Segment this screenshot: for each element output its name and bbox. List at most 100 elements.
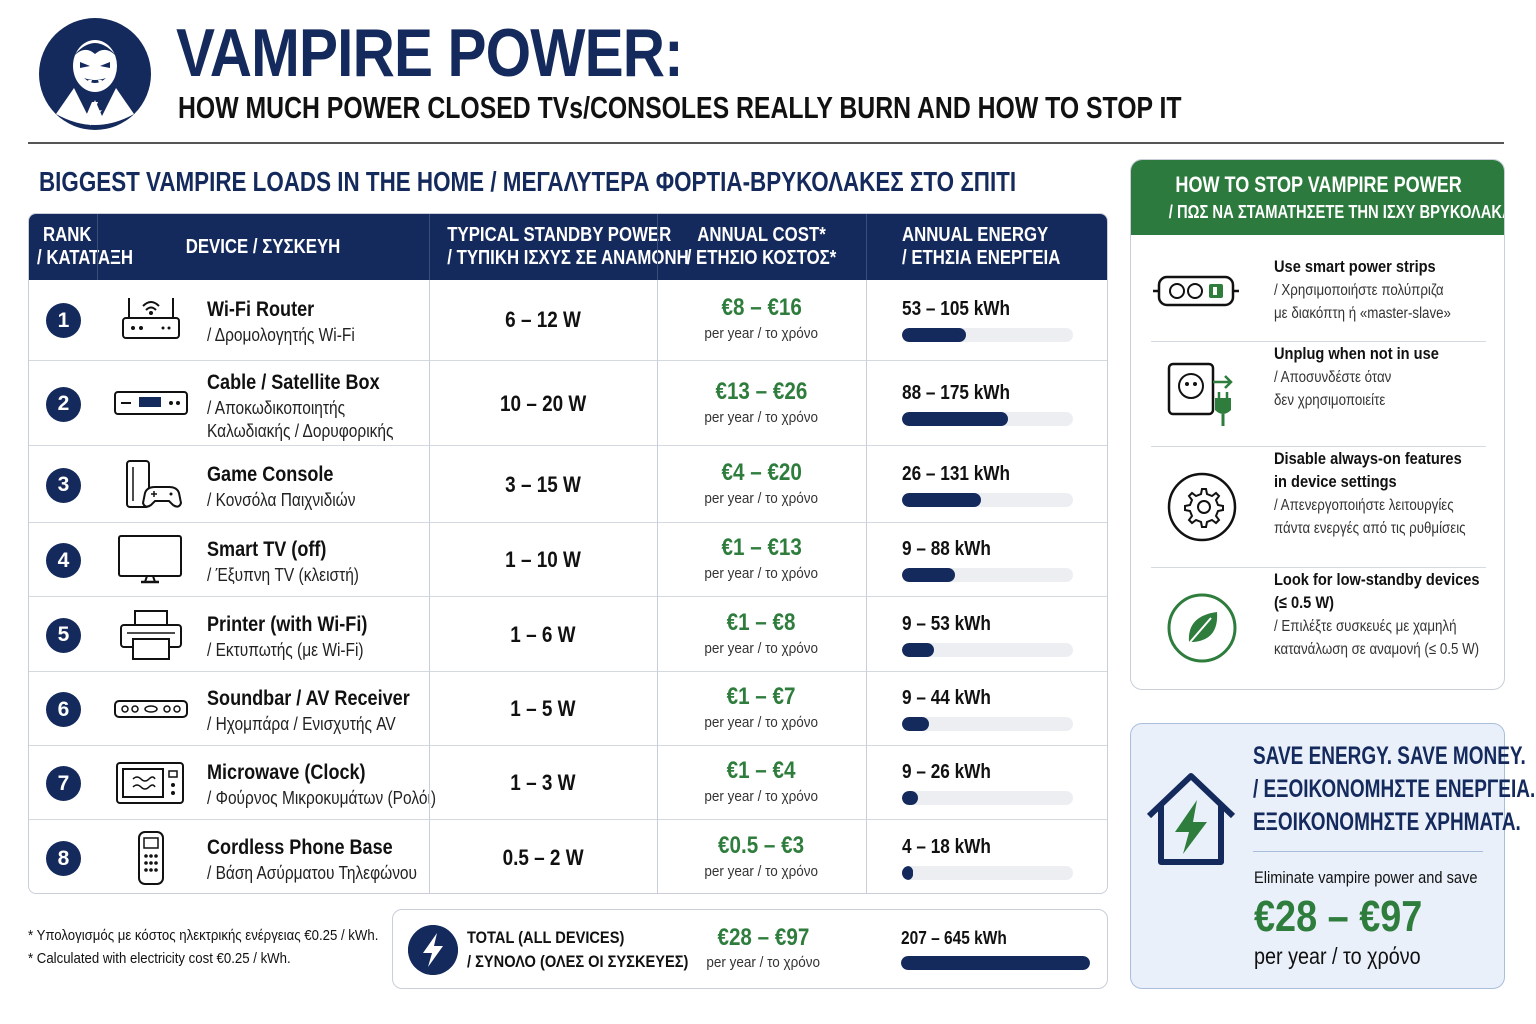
router-icon — [122, 298, 180, 339]
tip-desc: με διακόπτη ή «master-slave» — [1274, 305, 1451, 322]
tip-desc: πάντα ενεργές από τις ρυθμίσεις — [1274, 520, 1466, 537]
leaf-icon — [1167, 593, 1237, 663]
device-name-greek: / Ηχομπάρα / Ενισχυτής AV — [207, 714, 396, 734]
energy-header: ANNUAL ENERGY / ΕΤΗΣΙΑ ΕΝΕΡΓΕΙΑ — [902, 224, 1061, 269]
power-header: TYPICAL STANDBY POWER / ΤΥΠΙΚΗ ΙΣΧΥΣ ΣΕ … — [447, 224, 689, 269]
tip-item: Disable always-on features in device set… — [1131, 447, 1504, 567]
save-title: SAVE ENERGY. SAVE MONEY. — [1253, 742, 1526, 770]
annual-cost: €1 – €8 — [727, 608, 796, 636]
house-bolt-icon — [1146, 773, 1236, 865]
table-row: 8 Cordless Phone Base / Βάση Ασύρματου Τηλ… — [29, 819, 1107, 893]
rank-badge: 4 — [46, 543, 81, 578]
energy-bar — [902, 568, 1073, 582]
tip-desc: / Επιλέξτε συσκευές με χαμηλή — [1274, 618, 1457, 635]
energy-bar-fill — [902, 568, 956, 582]
energy-bar-fill — [902, 492, 982, 507]
cordless-phone-icon — [138, 831, 164, 885]
vampire-icon — [39, 18, 151, 130]
tips-title-greek: / ΠΩΣ ΝΑ ΣΤΑΜΑΤΗΣΕΤΕ ΤΗΝ ΙΣΧΥ ΒΡΥΚΟΛΑΚΑ — [1168, 202, 1505, 222]
table-row: 2 Cable / Satellite Box / Αποκωδικοποιητής… — [29, 360, 1107, 445]
table-row: 7 Microwave (Clock) / Φούρνος Μικροκυμάτων… — [29, 745, 1107, 819]
rank-badge: 5 — [46, 617, 81, 653]
device-name-greek: / Δρομολογητής Wi-Fi — [207, 325, 355, 345]
tips-panel: HOW TO STOP VAMPIRE POWER / ΠΩΣ ΝΑ ΣΤΑΜΑ… — [1130, 159, 1505, 690]
tips-header: HOW TO STOP VAMPIRE POWER / ΠΩΣ ΝΑ ΣΤΑΜΑ… — [1131, 160, 1505, 235]
cost-per-year: per year / το χρόνο — [704, 325, 819, 342]
annual-energy: 88 – 175 kWh — [902, 381, 1011, 404]
header-divider — [28, 142, 1504, 144]
energy-bar — [902, 328, 1073, 342]
tv-icon — [118, 535, 182, 584]
unplug-icon — [1167, 362, 1233, 426]
total-energy-bar-fill — [901, 956, 1090, 970]
total-per-year: per year / το χρόνο — [706, 954, 821, 971]
annual-cost: €4 – €20 — [721, 458, 802, 486]
soundbar-icon — [114, 700, 188, 718]
device-name-greek: Καλωδιακής / Δορυφορικής — [207, 420, 394, 441]
annual-cost: €13 – €26 — [715, 377, 808, 405]
energy-bar-fill — [902, 411, 1009, 426]
total-label-greek: / ΣΥΝΟΛΟ (ΟΛΕΣ ΟΙ ΣΥΣΚΕΥΕΣ) — [467, 952, 689, 971]
cost-per-year: per year / το χρόνο — [704, 565, 819, 582]
tip-title: Unplug when not in use — [1274, 344, 1439, 363]
annual-energy: 4 – 18 kWh — [902, 836, 991, 858]
annual-energy: 53 – 105 kWh — [902, 298, 1011, 320]
energy-bar — [902, 492, 1073, 507]
footnote-greek: * Υπολογισμός με κόστος ηλεκτρικής ενέργ… — [28, 927, 379, 944]
tip-title: (≤ 0.5 W) — [1274, 593, 1335, 612]
energy-bar — [902, 791, 1073, 805]
tip-desc: / Απενεργοποιήστε λειτουργίες — [1274, 497, 1454, 514]
tips-title: HOW TO STOP VAMPIRE POWER — [1175, 172, 1462, 197]
cost-per-year: per year / το χρόνο — [704, 714, 819, 731]
section-title: BIGGEST VAMPIRE LOADS IN THE HOME / ΜΕΓΑ… — [39, 166, 1017, 197]
device-name: Cable / Satellite Box — [207, 370, 380, 394]
table-row: 1 Wi-Fi Router / Δρομολογητής Wi-Fi 6 – 12 … — [29, 280, 1107, 360]
tip-desc: κατανάλωση σε αναμονή (≤ 0.5 W) — [1274, 641, 1480, 658]
device-name: Printer (with Wi-Fi) — [207, 612, 368, 636]
table-row: 5 Printer (with Wi-Fi) / Εκτυπωτής (με Wi-… — [29, 596, 1107, 671]
standby-power: 10 – 20 W — [499, 390, 587, 416]
annual-cost: €1 – €13 — [721, 534, 802, 561]
device-name-greek: / Κονσόλα Παιχνιδιών — [207, 489, 356, 510]
cost-per-year: per year / το χρόνο — [704, 639, 819, 657]
tip-desc: / Χρησιμοποιήστε πολύπριζα — [1274, 282, 1444, 299]
energy-bar — [902, 642, 1073, 657]
device-header: DEVICE / ΣΥΣΚΕΥΗ — [185, 235, 341, 258]
save-amount: €28 – €97 — [1254, 892, 1423, 941]
standby-power: 1 – 10 W — [505, 547, 581, 572]
energy-bar-fill — [902, 717, 929, 731]
bolt-icon — [408, 925, 458, 975]
page-subtitle: HOW MUCH POWER CLOSED TVs/CONSOLES REALL… — [178, 90, 1182, 125]
table-row: 6 Soundbar / AV Receiver / Ηχομπάρα / Ενισ… — [29, 671, 1107, 745]
tip-item: Unplug when not in use / Αποσυνδέστε ότα… — [1131, 342, 1504, 446]
tip-item: Use smart power strips / Χρησιμοποιήστε … — [1131, 235, 1504, 345]
rank-badge: 6 — [46, 692, 81, 727]
rank-badge: 1 — [46, 303, 81, 338]
tip-title: Disable always-on features — [1274, 449, 1462, 468]
rank-badge: 8 — [46, 841, 81, 876]
save-desc: Eliminate vampire power and save — [1254, 868, 1478, 887]
device-name: Wi-Fi Router — [207, 298, 315, 321]
gear-icon — [1167, 472, 1237, 542]
standby-power: 1 – 6 W — [510, 621, 576, 647]
standby-power: 3 – 15 W — [505, 471, 581, 497]
energy-bar-fill — [902, 642, 935, 657]
cost-header: ANNUAL COST* / ΕΤΗΣΙΟ ΚΟΣΤΟΣ* — [686, 224, 837, 269]
power-strip-icon — [1153, 275, 1239, 307]
table-row: 4 Smart TV (off) / Έξυπνη TV (κλειστή) 1 – … — [29, 522, 1107, 596]
rank-header: RANK / ΚΑΤΑΤΑΞΗ — [37, 224, 134, 269]
cost-per-year: per year / το χρόνο — [704, 489, 819, 507]
save-title-greek-1: / ΕΞΟΙΚΟΝΟΜΗΣΤΕ ΕΝΕΡΓΕΙΑ. — [1253, 775, 1536, 803]
save-panel: SAVE ENERGY. SAVE MONEY. / ΕΞΟΙΚΟΝΟΜΗΣΤΕ… — [1130, 723, 1535, 989]
annual-energy: 9 – 44 kWh — [902, 687, 991, 709]
device-name-greek: / Βάση Ασύρματου Τηλεφώνου — [207, 863, 418, 883]
total-cost: €28 – €97 — [717, 924, 810, 951]
save-title-greek-2: ΕΞΟΙΚΟΝΟΜΗΣΤΕ ΧΡΗΜΑΤΑ. — [1253, 808, 1521, 836]
tip-title: in device settings — [1274, 472, 1397, 491]
vampire-loads-table: RANK / ΚΑΤΑΤΑΞΗ DEVICE / ΣΥΣΚΕΥΗ TYPICAL… — [28, 213, 1108, 894]
cost-per-year: per year / το χρόνο — [704, 408, 819, 426]
energy-bar — [902, 717, 1073, 731]
rank-badge: 7 — [46, 766, 81, 801]
game-console-icon — [126, 459, 183, 508]
device-name: Microwave (Clock) — [207, 761, 366, 784]
